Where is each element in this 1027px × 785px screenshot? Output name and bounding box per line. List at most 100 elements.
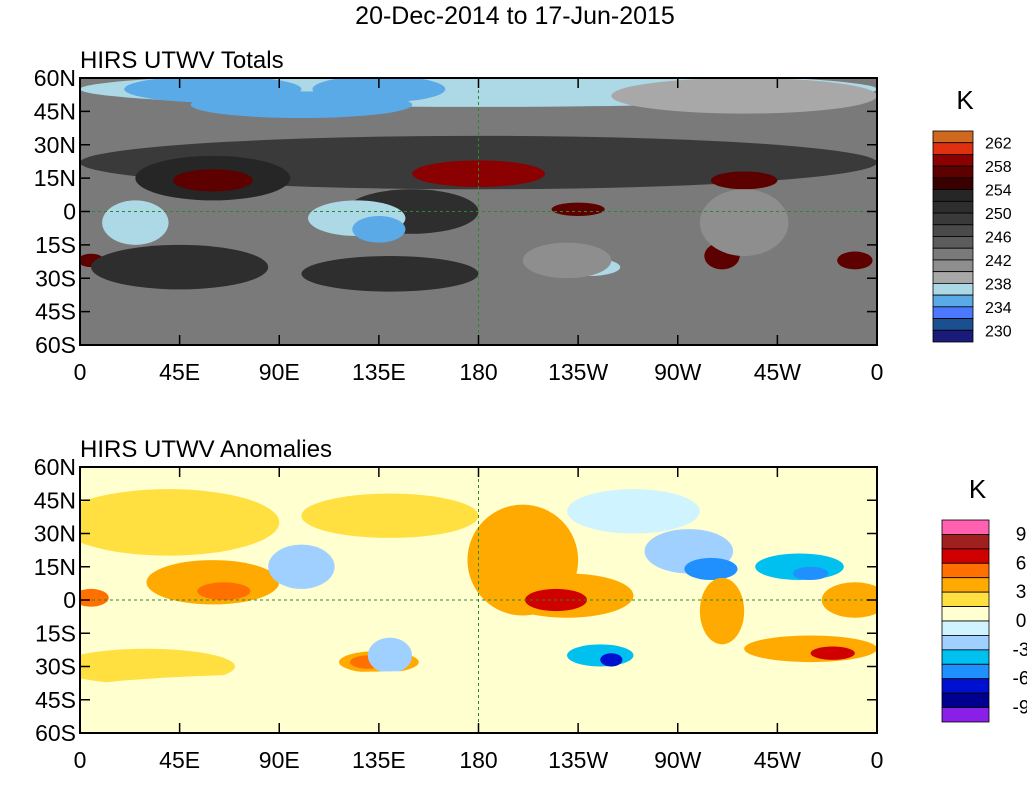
colorbar-box (932, 282, 974, 296)
contour-region (172, 169, 253, 192)
contour-region (810, 646, 855, 660)
contour-region (837, 251, 873, 270)
colorbar-label: 254 (985, 183, 1012, 200)
colorbar-box (941, 707, 990, 723)
colorbar-label: 262 (985, 136, 1012, 153)
colorbar-units: K (956, 85, 974, 115)
colorbar-box (932, 130, 974, 144)
contour-region (600, 653, 623, 667)
colorbar-box (932, 142, 974, 155)
y-tick-label: 45N (34, 98, 76, 124)
x-tick-label: 90W (654, 359, 702, 385)
colorbar-label: -9 (1013, 698, 1027, 719)
colorbar-box (932, 200, 974, 214)
y-tick-label: 60N (34, 454, 76, 480)
panel-totals: HIRS UTWV Totals 0 45E 90E 135E 180 135W 90W 45W… (34, 47, 1012, 385)
contour-region (190, 91, 413, 119)
y-tick-label: 0 (63, 587, 76, 613)
x-tick-label: 0 (871, 359, 884, 385)
x-tick-label: 45W (754, 359, 802, 385)
colorbar-box (932, 247, 974, 261)
x-tick-label: 90E (259, 359, 300, 385)
x-tick-label: 0 (74, 359, 87, 385)
colorbar-label: 6 (1016, 553, 1027, 574)
contour-region (80, 489, 280, 556)
y-tick-label: 15N (34, 165, 76, 191)
contour-region (567, 489, 700, 534)
x-tick-label: 180 (459, 359, 497, 385)
colorbar-label: -3 (1013, 640, 1027, 661)
colorbar-box (941, 548, 990, 564)
colorbar-label: 9 (1016, 524, 1027, 545)
colorbar-box (932, 165, 974, 179)
colorbar-box (941, 534, 990, 550)
colorbar-box (932, 212, 974, 226)
contour-region (352, 215, 406, 243)
contour-region (792, 566, 829, 581)
colorbar-box (941, 577, 990, 593)
colorbar-label: 230 (985, 323, 1012, 340)
contour-region (80, 304, 877, 341)
contour-region (268, 544, 335, 589)
x-tick-label: 135E (352, 747, 406, 773)
x-tick-label: 0 (871, 747, 884, 773)
colorbar-label: 250 (985, 206, 1012, 223)
y-tick-label: 45N (34, 487, 76, 513)
y-tick-label: 30N (34, 521, 76, 547)
contour-region (522, 242, 612, 279)
colorbar-label: 246 (985, 230, 1012, 247)
colorbar-label: -6 (1013, 669, 1027, 690)
x-tick-label: 90E (259, 747, 300, 773)
contour-region (456, 164, 545, 183)
y-tick-label: 15S (35, 232, 76, 258)
colorbar-box (932, 294, 974, 308)
colorbar-label: 238 (985, 276, 1012, 293)
panel-title: HIRS UTWV Totals (80, 47, 284, 74)
colorbar-label: 0 (1016, 611, 1027, 632)
contour-region (710, 171, 778, 190)
x-tick-label: 45W (754, 747, 802, 773)
panel-anomalies: HIRS UTWV Anomalies 0 45E 90E 135E 180 135W 90W… (34, 436, 1027, 773)
contour-region (744, 635, 877, 663)
x-tick-label: 45E (159, 747, 200, 773)
y-tick-label: 30N (34, 132, 76, 158)
colorbar-box (941, 519, 990, 535)
x-tick-label: 45E (159, 359, 200, 385)
x-tick-label: 135W (548, 359, 608, 385)
contour-region (91, 244, 269, 290)
colorbar-box (941, 663, 990, 680)
colorbar-box (932, 259, 974, 273)
contour-region (684, 557, 738, 581)
x-tick-label: 180 (459, 747, 497, 773)
y-tick-label: 30S (35, 265, 76, 291)
colorbar-box (932, 306, 974, 319)
y-tick-label: 60N (34, 65, 76, 91)
colorbar-label: 258 (985, 159, 1012, 176)
contour-region (80, 648, 235, 685)
colorbar-box (932, 154, 974, 167)
colorbar-box (941, 562, 990, 579)
contour-field (80, 467, 877, 733)
contour-region (367, 637, 413, 674)
x-tick-label: 0 (74, 747, 87, 773)
contour-region (567, 644, 634, 667)
y-tick-label: 60S (35, 720, 76, 746)
colorbar-box (932, 329, 974, 343)
figure-title: 20-Dec-2014 to 17-Jun-2015 (355, 2, 675, 30)
contour-region (80, 670, 877, 707)
colorbar-box (932, 224, 974, 237)
colorbar-label: 3 (1016, 582, 1027, 603)
colorbar-box (941, 649, 990, 665)
y-tick-label: 15S (35, 620, 76, 646)
colorbar-box (932, 236, 974, 249)
contour-region (611, 78, 877, 114)
contour-region (301, 255, 479, 292)
colorbar-box (932, 189, 974, 202)
x-tick-label: 90W (654, 747, 702, 773)
y-tick-label: 45S (35, 299, 76, 325)
x-tick-label: 135W (548, 747, 608, 773)
colorbar-box (941, 591, 990, 607)
y-tick-label: 0 (63, 199, 76, 225)
colorbar-box (941, 606, 990, 622)
contour-region (301, 493, 479, 538)
